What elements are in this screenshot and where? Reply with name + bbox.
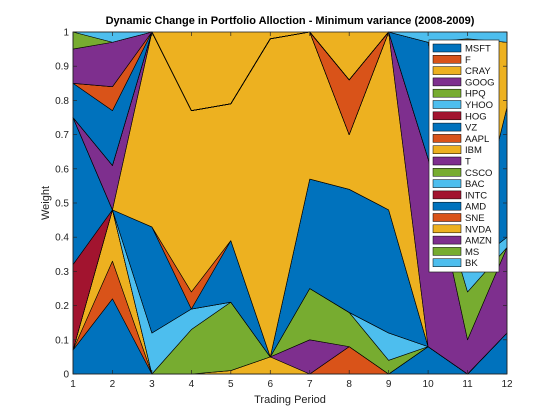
x-tick-label: 7 xyxy=(307,379,313,390)
chart-title: Dynamic Change in Portfolio Alloction - … xyxy=(106,15,475,27)
y-tick-label: 0 xyxy=(63,370,69,381)
y-tick-label: 0.1 xyxy=(55,335,69,346)
legend: MSFTFCRAYGOOGHPQYHOOHOGVZAAPLIBMTCSCOBAC… xyxy=(428,39,500,273)
x-tick-label: 8 xyxy=(346,379,352,390)
legend-swatch-vz xyxy=(432,122,462,132)
legend-swatch-amd xyxy=(432,201,462,211)
legend-swatch-sne xyxy=(432,213,462,222)
legend-label-yhoo: YHOO xyxy=(465,100,493,111)
legend-label-ms: MS xyxy=(465,247,479,258)
legend-swatch-hog xyxy=(432,111,462,121)
legend-label-vz: VZ xyxy=(465,123,477,134)
x-tick-label: 4 xyxy=(189,379,195,390)
x-axis-ticks: 1 2 3 4 5 6 7 8 9 10 11 12 xyxy=(70,32,513,390)
legend-swatch-bac xyxy=(432,179,462,188)
legend-swatch-f xyxy=(432,55,462,64)
y-tick-label: 0.6 xyxy=(55,164,69,175)
y-axis-ticks: 0 0.1 0.2 0.3 0.4 0.5 0.6 0.7 0.8 0.9 1 xyxy=(55,28,507,381)
legend-swatch-intc xyxy=(432,190,462,200)
y-axis-label: Weight xyxy=(40,186,52,220)
legend-label-msft: MSFT xyxy=(465,44,491,55)
x-tick-label: 2 xyxy=(110,379,116,390)
legend-label-nvda: NVDA xyxy=(465,224,492,235)
x-tick-label: 5 xyxy=(228,379,234,390)
legend-swatch-t xyxy=(432,156,462,166)
legend-label-amd: AMD xyxy=(465,202,486,213)
legend-label-hpq: HPQ xyxy=(465,89,486,100)
x-tick-label: 1 xyxy=(70,379,76,390)
y-tick-label: 0.2 xyxy=(55,301,69,312)
legend-swatch-hpq xyxy=(432,88,462,98)
legend-label-sne: SNE xyxy=(465,213,485,224)
x-tick-label: 12 xyxy=(501,379,513,390)
legend-swatch-cray xyxy=(432,66,462,75)
legend-label-cray: CRAY xyxy=(465,66,491,77)
legend-label-t: T xyxy=(465,157,471,168)
legend-label-bac: BAC xyxy=(465,179,485,190)
legend-label-hog: HOG xyxy=(465,111,487,122)
legend-swatch-ms xyxy=(432,247,462,256)
x-tick-label: 3 xyxy=(149,379,155,390)
legend-swatch-msft xyxy=(432,43,462,53)
y-tick-label: 0.4 xyxy=(55,233,69,244)
legend-swatch-ibm xyxy=(432,145,462,154)
legend-label-ibm: IBM xyxy=(465,145,482,156)
y-tick-label: 0.7 xyxy=(55,130,69,141)
legend-swatch-amzn xyxy=(432,235,462,245)
y-tick-label: 0.9 xyxy=(55,62,69,73)
legend-label-csco: CSCO xyxy=(465,168,492,179)
legend-label-goog: GOOG xyxy=(465,77,495,88)
legend-label-aapl: AAPL xyxy=(465,134,489,145)
legend-label-f: F xyxy=(465,55,471,66)
legend-label-bk: BK xyxy=(465,258,478,269)
x-tick-label: 10 xyxy=(423,379,435,390)
legend-swatch-yhoo xyxy=(432,100,462,109)
legend-swatch-nvda xyxy=(432,224,462,234)
x-tick-label: 6 xyxy=(267,379,273,390)
y-tick-label: 1 xyxy=(63,28,69,39)
legend-label-amzn: AMZN xyxy=(465,236,492,247)
y-tick-label: 0.3 xyxy=(55,267,69,278)
legend-swatch-bk xyxy=(432,258,462,267)
x-axis-label: Trading Period xyxy=(254,394,326,406)
legend-swatch-goog xyxy=(432,77,462,87)
legend-swatch-csco xyxy=(432,168,462,177)
x-tick-label: 9 xyxy=(386,379,392,390)
y-tick-label: 0.8 xyxy=(55,96,69,107)
legend-swatch-aapl xyxy=(432,134,462,143)
y-tick-label: 0.5 xyxy=(55,199,69,210)
legend-label-intc: INTC xyxy=(465,190,487,201)
x-tick-label: 11 xyxy=(462,379,473,390)
